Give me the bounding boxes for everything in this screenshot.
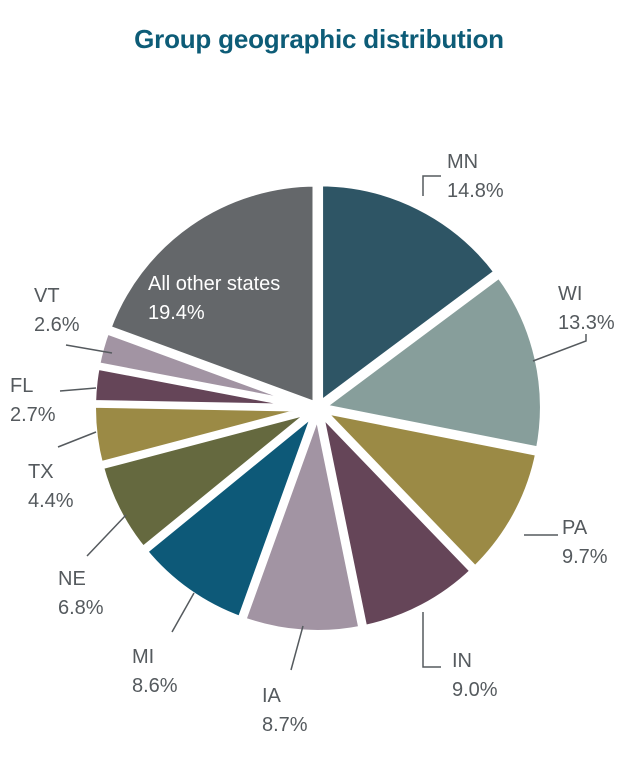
leader-line-vt xyxy=(65,344,113,354)
slice-value-fl: 2.7% xyxy=(10,404,56,426)
slice-value-vt: 2.6% xyxy=(34,314,80,336)
slice-value-tx: 4.4% xyxy=(28,490,74,512)
leader-line-mn xyxy=(422,175,441,196)
pie-slice-pa xyxy=(310,404,543,575)
leader-line-in xyxy=(422,612,441,668)
slice-label-tx: TX xyxy=(28,461,54,483)
slice-label-mi: MI xyxy=(132,646,154,668)
slice-value-all-other-states: 19.4% xyxy=(148,302,205,324)
slice-label-wi: WI xyxy=(558,283,582,305)
slice-value-in: 9.0% xyxy=(452,679,498,701)
leader-line-fl xyxy=(59,387,97,392)
slice-value-ne: 6.8% xyxy=(58,597,104,619)
leader-line-mi xyxy=(171,592,195,633)
leader-line-tx xyxy=(57,431,97,448)
slice-value-pa: 9.7% xyxy=(562,546,608,568)
leader-line-ne xyxy=(86,514,127,557)
slice-label-pa: PA xyxy=(562,517,588,539)
leader-line-wi xyxy=(532,334,587,362)
pie-slice-in xyxy=(313,399,479,633)
chart-title: Group geographic distribution xyxy=(134,24,504,54)
slice-label-ne: NE xyxy=(58,568,86,590)
pie-slice-mn xyxy=(316,179,503,412)
pie-slice-wi xyxy=(313,269,547,455)
pie-slice-all-other-states xyxy=(103,179,320,411)
slice-label-ia: IA xyxy=(262,685,282,707)
slice-value-mi: 8.6% xyxy=(132,675,178,697)
leader-line-ia xyxy=(290,625,304,671)
slice-label-fl: FL xyxy=(10,375,33,397)
slice-label-mn: MN xyxy=(447,151,478,173)
slice-label-in: IN xyxy=(452,650,472,672)
pie-slice-mi xyxy=(139,400,324,625)
slice-value-wi: 13.3% xyxy=(558,312,615,334)
slice-value-mn: 14.8% xyxy=(447,180,504,202)
slice-value-ia: 8.7% xyxy=(262,714,308,736)
slice-label-vt: VT xyxy=(34,285,60,307)
slice-label-all-other-states: All other states xyxy=(148,273,280,295)
